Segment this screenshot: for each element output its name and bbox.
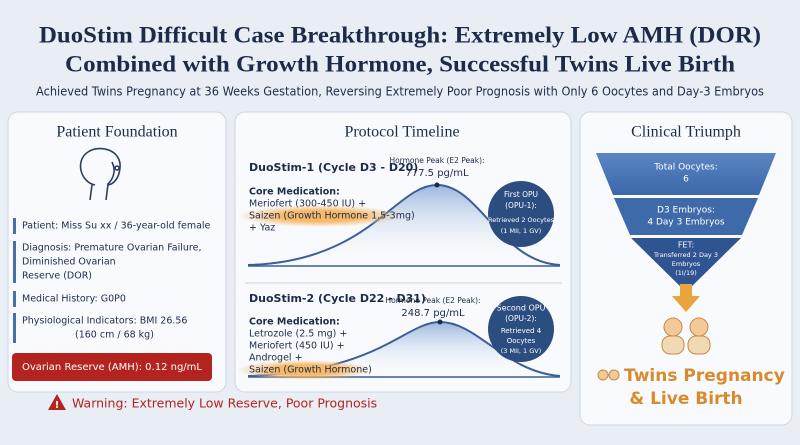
- cycle-name: DuoStim-1 (Cycle D3 - D20): [249, 161, 418, 174]
- funnel-stage: [596, 153, 776, 195]
- item-text: Reserve (DOR): [22, 271, 92, 282]
- result-text: Twins Pregnancy: [624, 366, 785, 386]
- highlight: [237, 360, 373, 380]
- hormone-area: [248, 322, 560, 376]
- amh-box: [12, 353, 212, 381]
- patient-panel: [7, 111, 227, 393]
- funnel-text: 6: [683, 175, 689, 185]
- result-text: & Live Birth: [629, 389, 742, 409]
- opu-text: Second OPU: [497, 304, 546, 313]
- subtitle: Achieved Twins Pregnancy at 36 Weeks Ges…: [36, 85, 764, 99]
- medication: Androgel +: [249, 353, 303, 364]
- warning-text: Warning: Extremely Low Reserve, Poor Pro…: [72, 396, 377, 411]
- title-line: DuoStim Difficult Case Breakthrough: Ext…: [39, 22, 761, 47]
- funnel-text: Embryos: [672, 260, 701, 268]
- funnel-text: D3 Embryos:: [657, 206, 715, 216]
- panel-heading: Patient Foundation: [56, 124, 177, 141]
- medication: Saizen (Growth Hormone 1.5-3mg): [249, 211, 415, 222]
- funnel-text: 4 Day 3 Embryos: [647, 218, 725, 228]
- peak-label: Hormone Peak (E2 Peak):: [385, 296, 480, 305]
- opu-text: (OPU-1):: [505, 201, 537, 210]
- opu-circle: [488, 181, 554, 247]
- funnel-stage: [631, 238, 741, 292]
- warning-icon: [48, 394, 66, 410]
- item-bar: [13, 313, 16, 343]
- opu-text: Retrieved 4: [501, 327, 542, 335]
- peak-value: 248.7 pg/mL: [401, 308, 465, 319]
- item-text: Medical History: G0P0: [22, 294, 126, 305]
- warning-mark: !: [55, 400, 60, 411]
- peak-label: Hormone Peak (E2 Peak):: [389, 156, 484, 165]
- title-line: Combined with Growth Hormone, Successful…: [65, 51, 735, 76]
- opu-text: Oocytes: [507, 337, 536, 345]
- item-text: Diminished Ovarian: [22, 257, 116, 268]
- funnel-text: Total Oocytes:: [653, 163, 718, 173]
- opu-text: (3 MII, 1 GV): [501, 347, 542, 355]
- item-bar: [13, 241, 16, 283]
- panel-heading: Protocol Timeline: [344, 124, 459, 141]
- med-heading: Core Medication:: [249, 187, 340, 198]
- item-text: (160 cm / 68 kg): [75, 330, 154, 341]
- medication: + Yaz: [249, 223, 275, 234]
- item-text: Physiological Indicators: BMI 26.56: [22, 316, 187, 327]
- funnel-stage: [614, 198, 758, 235]
- funnel-text: Transferred 2 Day 3: [653, 251, 718, 259]
- peak-value: 777.5 pg/mL: [405, 168, 469, 179]
- amh-text: Ovarian Reserve (AMH): 0.12 ng/mL: [22, 362, 202, 373]
- funnel-text: FET:: [678, 241, 694, 250]
- funnel-text: (1I/19): [675, 269, 697, 277]
- item-text: Patient: Miss Su xx / 36-year-old female: [22, 221, 211, 232]
- peak-dot: [437, 319, 443, 325]
- opu-text: Retrieved 2 Oocytes: [488, 216, 555, 224]
- opu-text: First OPU: [504, 190, 538, 199]
- medication: Saizen (Growth Hormone): [249, 365, 372, 376]
- small-babies: [597, 369, 620, 381]
- medication: Meriofert (450 IU) +: [249, 341, 345, 352]
- item-text: Diagnosis: Premature Ovarian Failure,: [22, 243, 202, 254]
- medication: Meriofert (300-450 IU) +: [249, 199, 366, 210]
- highlight: [238, 205, 402, 227]
- arrow: [672, 284, 700, 312]
- patient-items: Patient: Miss Su xx / 36-year-old female…: [13, 218, 211, 343]
- opu-text: (1 MII, 1 GV): [501, 227, 542, 235]
- babies-icon: [661, 317, 711, 355]
- panel-heading: Clinical Triumph: [631, 124, 741, 141]
- opu-circle: [488, 296, 554, 362]
- item-bar: [13, 218, 16, 234]
- patient-icon: [79, 147, 121, 201]
- item-bar: [13, 291, 16, 307]
- opu-text: (OPU-2):: [505, 314, 537, 323]
- cycle-name: DuoStim-2 (Cycle D22 - D31): [249, 292, 426, 305]
- medication: Letrozole (2.5 mg) +: [249, 329, 347, 340]
- peak-dot: [434, 182, 440, 188]
- hormone-area: [248, 185, 560, 265]
- med-heading: Core Medication:: [249, 317, 340, 328]
